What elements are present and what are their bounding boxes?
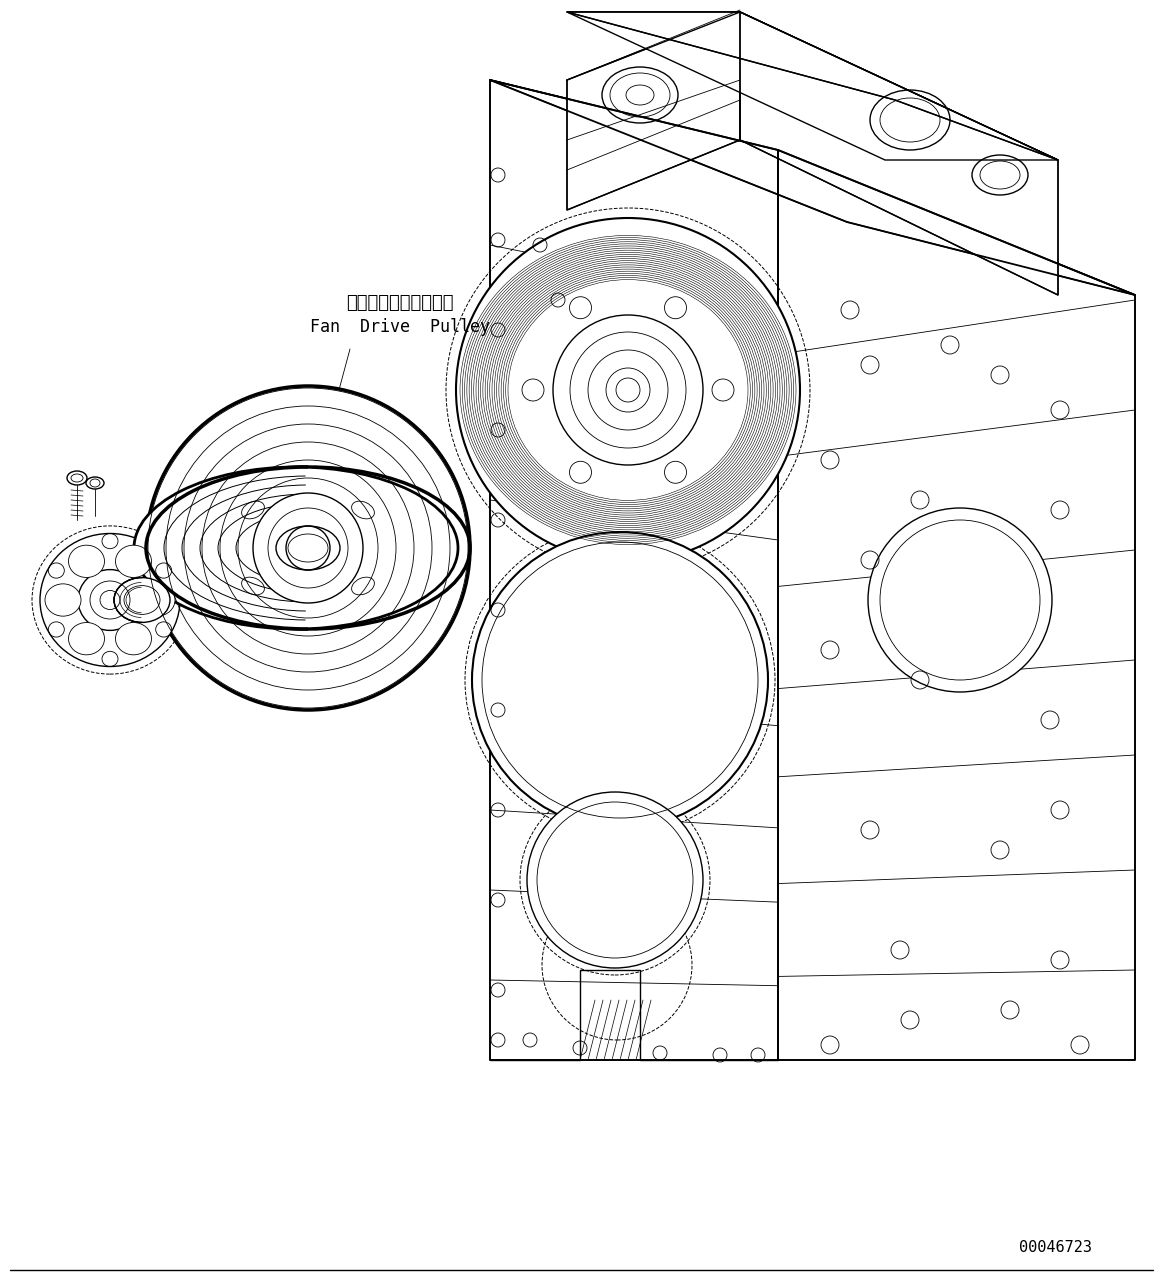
Ellipse shape: [69, 545, 105, 577]
Ellipse shape: [40, 534, 180, 666]
Ellipse shape: [140, 584, 174, 616]
Ellipse shape: [115, 622, 151, 655]
Polygon shape: [740, 12, 1058, 294]
Text: Fan  Drive  Pulley: Fan Drive Pulley: [311, 318, 490, 336]
Ellipse shape: [134, 467, 458, 629]
Ellipse shape: [69, 622, 105, 655]
Text: ファンドライブプーリ: ファンドライブプーリ: [347, 294, 454, 312]
Polygon shape: [568, 12, 740, 210]
Ellipse shape: [67, 471, 87, 485]
Ellipse shape: [456, 219, 800, 562]
Polygon shape: [568, 12, 1058, 159]
Ellipse shape: [114, 577, 170, 622]
Ellipse shape: [86, 477, 104, 489]
Polygon shape: [490, 80, 1135, 294]
Ellipse shape: [147, 386, 470, 710]
Ellipse shape: [45, 584, 81, 616]
Polygon shape: [490, 80, 778, 1060]
Ellipse shape: [527, 792, 702, 968]
Text: 00046723: 00046723: [1019, 1241, 1092, 1255]
Polygon shape: [778, 150, 1135, 1060]
Ellipse shape: [552, 315, 702, 466]
Ellipse shape: [78, 570, 142, 630]
Ellipse shape: [868, 508, 1053, 692]
Polygon shape: [568, 12, 1058, 159]
Ellipse shape: [472, 532, 768, 828]
Ellipse shape: [254, 493, 363, 603]
Ellipse shape: [115, 545, 151, 577]
